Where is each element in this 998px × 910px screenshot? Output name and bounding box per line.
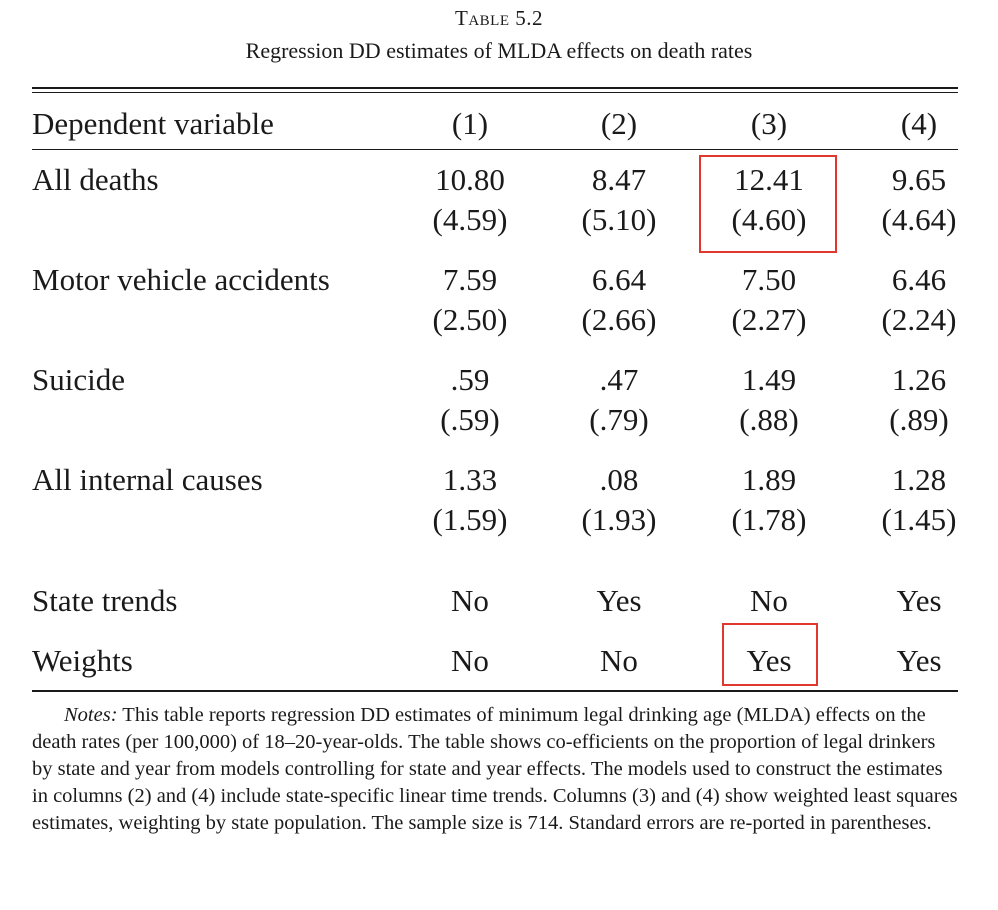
coef-all-deaths-4: 9.65 (891, 162, 947, 197)
se-internal-causes-4: (1.45) (881, 502, 957, 537)
row-label-state-trends: State trends (32, 583, 178, 618)
state-trends-2: Yes (596, 583, 642, 618)
column-header-2: (2) (600, 106, 638, 141)
coef-suicide-3: 1.49 (741, 362, 797, 397)
se-motor-vehicle-4: (2.24) (881, 302, 957, 337)
row-label-motor-vehicle-accidents: Motor vehicle accidents (32, 262, 330, 297)
state-trends-4: Yes (896, 583, 942, 618)
column-header-3: (3) (750, 106, 788, 141)
se-motor-vehicle-1: (2.50) (432, 302, 508, 337)
se-all-deaths-2: (5.10) (581, 202, 657, 237)
bottom-rule (32, 690, 958, 692)
row-label-all-internal-causes: All internal causes (32, 462, 263, 497)
row-label-weights: Weights (32, 643, 133, 678)
se-all-deaths-4: (4.64) (881, 202, 957, 237)
row-label-all-deaths: All deaths (32, 162, 159, 197)
row-label-suicide: Suicide (32, 362, 125, 397)
coef-internal-causes-4: 1.28 (891, 462, 947, 497)
notes-lead: Notes: (64, 704, 118, 726)
coef-all-deaths-2: 8.47 (591, 162, 647, 197)
se-suicide-4: (.89) (889, 402, 949, 437)
coef-all-deaths-1: 10.80 (435, 162, 505, 197)
coef-internal-causes-3: 1.89 (741, 462, 797, 497)
coef-motor-vehicle-3: 7.50 (741, 262, 797, 297)
se-all-deaths-3: (4.60) (731, 202, 807, 237)
coef-internal-causes-2: .08 (599, 462, 639, 497)
se-internal-causes-2: (1.93) (581, 502, 657, 537)
table-notes: Notes: This table reports regression DD … (32, 702, 958, 837)
se-internal-causes-3: (1.78) (731, 502, 807, 537)
notes-text: This table reports regression DD estimat… (32, 704, 958, 834)
coef-suicide-4: 1.26 (891, 362, 947, 397)
table-caption-title: Regression DD estimates of MLDA effects … (245, 38, 753, 63)
header-rule (32, 149, 958, 150)
weights-1: No (451, 643, 489, 678)
se-internal-causes-1: (1.59) (432, 502, 508, 537)
header-dependent-variable: Dependent variable (32, 106, 274, 141)
coef-all-deaths-3: 12.41 (734, 162, 804, 197)
column-header-1: (1) (451, 106, 489, 141)
column-header-4: (4) (900, 106, 938, 141)
se-suicide-1: (.59) (440, 402, 500, 437)
state-trends-3: No (750, 583, 788, 618)
se-motor-vehicle-3: (2.27) (731, 302, 807, 337)
coef-suicide-2: .47 (599, 362, 639, 397)
weights-2: No (600, 643, 638, 678)
top-rule (32, 87, 958, 89)
weights-3: Yes (746, 643, 792, 678)
se-suicide-2: (.79) (589, 402, 649, 437)
coef-suicide-1: .59 (450, 362, 490, 397)
coef-motor-vehicle-4: 6.46 (891, 262, 947, 297)
se-suicide-3: (.88) (739, 402, 799, 437)
weights-4: Yes (896, 643, 942, 678)
highlight-box-all-deaths-col3 (699, 155, 837, 253)
top-rule-thin (32, 92, 958, 93)
se-motor-vehicle-2: (2.66) (581, 302, 657, 337)
coef-internal-causes-1: 1.33 (442, 462, 498, 497)
coef-motor-vehicle-2: 6.64 (591, 262, 647, 297)
highlight-box-weights-col3 (722, 623, 818, 686)
table-caption-label: Table 5.2 (455, 6, 543, 30)
se-all-deaths-1: (4.59) (432, 202, 508, 237)
coef-motor-vehicle-1: 7.59 (442, 262, 498, 297)
state-trends-1: No (451, 583, 489, 618)
